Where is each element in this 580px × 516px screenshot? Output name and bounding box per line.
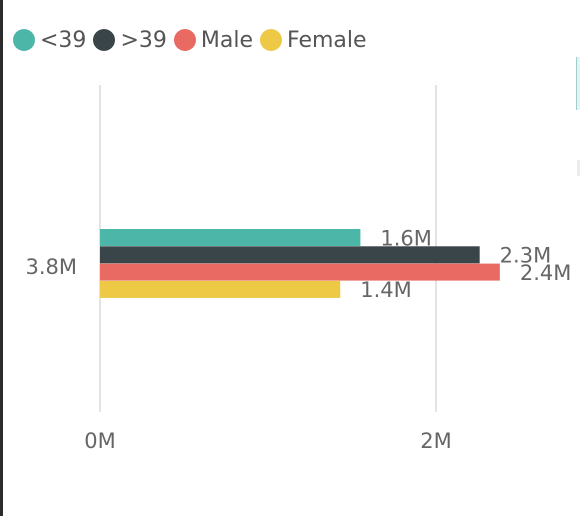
bar-<39[interactable] [100,229,361,246]
data-label->39: 2.3M [500,244,552,268]
data-label-Female: 1.4M [360,278,412,302]
right-panel-fragment [576,57,580,110]
legend-item-over-39[interactable]: >39 [93,27,167,53]
legend-label-under-39: <39 [40,27,87,53]
x-tick-label-0M: 0M [84,429,115,453]
legend-swatch-under-39 [13,29,35,51]
legend-label-male: Male [200,27,253,53]
data-labels: 1.6M 2.3M2.4M 1.4M [360,226,571,302]
legend-swatch-male [173,29,196,51]
legend-swatch-over-39 [93,29,116,51]
legend-item-under-39[interactable]: <39 [13,28,86,53]
bar->39[interactable] [100,246,480,264]
bar-Female[interactable] [100,280,341,298]
bar-Male[interactable] [100,263,500,281]
category-label: 3.8M [25,255,77,279]
bars [100,229,500,298]
legend-item-male[interactable]: Male [173,27,253,53]
data-label-<39: 1.6M [380,226,432,250]
legend-swatch-female [260,29,282,51]
axis-labels: 0M 2M 3.8M [25,255,451,453]
left-frame-border [0,0,3,516]
legend-label-over-39: >39 [120,27,167,53]
legend-item-female[interactable]: Female [260,28,367,53]
x-tick-label-2M: 2M [420,429,451,453]
chart-legend: <39 >39 Male Female [13,24,374,56]
legend-label-female: Female [287,27,367,53]
data-label-Male: 2.4M [520,261,572,285]
right-panel-tick [577,160,580,176]
